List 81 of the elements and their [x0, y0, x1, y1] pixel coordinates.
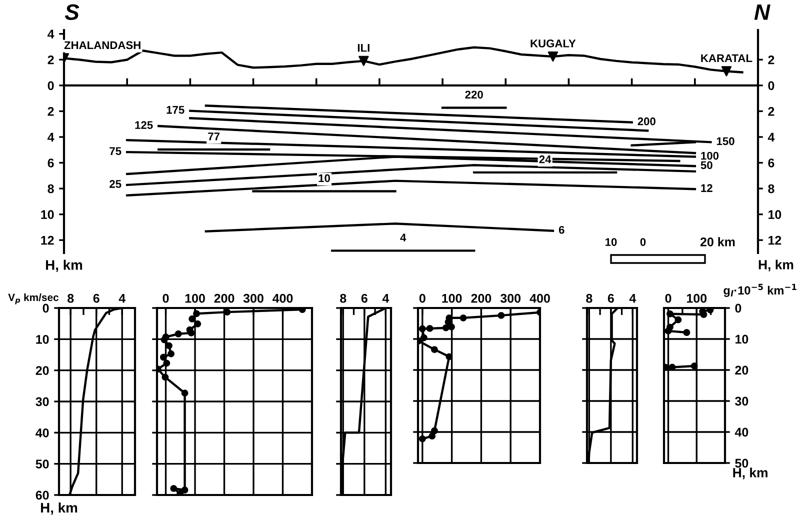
- annotation: 77: [208, 132, 220, 140]
- y2-tick-label: 2: [768, 107, 774, 116]
- y2-tick-label: 12: [768, 236, 782, 245]
- annotation: 10: [318, 174, 330, 182]
- x-tick-label: 6: [608, 294, 614, 303]
- y-tick-label: 40: [734, 428, 748, 437]
- y-tick-label: 6: [48, 158, 54, 168]
- text: S: [64, 4, 80, 20]
- y2-tick-label: 8: [768, 184, 774, 194]
- y-axis-title: H, km: [41, 502, 78, 515]
- y-tick-label: 30: [735, 396, 748, 406]
- x-axis-title: V$_{p}$ km/sec: [8, 293, 59, 304]
- text: N: [754, 4, 770, 20]
- x-tick-label: 6: [361, 294, 368, 303]
- annotation: 125: [135, 121, 153, 130]
- x-tick-label: 8: [586, 294, 592, 303]
- x-tick-label: 0: [419, 294, 426, 303]
- x-tick-label: 300: [500, 294, 521, 303]
- annotation: 0: [640, 238, 646, 246]
- x-tick-label: 100: [442, 294, 462, 303]
- x-axis-title: g$_{l}$·10$^{−5}$ km$^{−1}$: [724, 284, 796, 297]
- y2-tick-label: 2: [768, 55, 774, 64]
- annotation: ILI: [358, 44, 370, 52]
- y-tick-label: 40: [36, 428, 49, 438]
- annotation: ZHALANDASH: [64, 41, 140, 50]
- x-tick-label: 100: [686, 294, 707, 303]
- y2-tick-label: 0: [768, 81, 774, 90]
- y-tick-label: 4: [48, 132, 54, 142]
- annotation: 200: [638, 117, 656, 126]
- y-tick-label: 0: [42, 304, 49, 313]
- y-axis-title: H, km: [46, 260, 82, 272]
- y-tick-label: 2: [48, 107, 54, 116]
- annotation: KARATAL: [701, 54, 752, 62]
- x-tick-label: 0: [665, 294, 672, 303]
- annotation: 175: [166, 106, 184, 114]
- y-tick-label: 4: [48, 30, 54, 38]
- y-tick-label: 60: [36, 490, 49, 500]
- y-tick-label: 10: [736, 334, 748, 344]
- y-tick-label: 30: [36, 397, 49, 406]
- annotation: 220: [465, 90, 483, 99]
- annotation: 100: [701, 152, 719, 160]
- x-tick-label: 8: [68, 294, 74, 303]
- y2-tick-label: 4: [768, 132, 775, 142]
- annotation: KUGALY: [530, 40, 576, 48]
- annotation: 4: [400, 234, 406, 242]
- annotation: 150: [716, 137, 734, 146]
- y-tick-label: 0: [48, 81, 54, 90]
- y-tick-label: 50: [735, 458, 748, 468]
- x-tick-label: 4: [118, 294, 126, 303]
- annotation: 10: [606, 238, 617, 246]
- y-tick-label: 2: [48, 55, 54, 64]
- x-tick-label: 400: [530, 294, 550, 303]
- y2-axis-title: H, km: [758, 260, 794, 272]
- x-tick-label: 400: [272, 294, 293, 303]
- y2-tick-label: 6: [768, 158, 774, 168]
- x-tick-label: 6: [93, 294, 100, 303]
- x-tick-label: 4: [629, 294, 636, 303]
- x-tick-label: 300: [243, 294, 264, 303]
- x-tick-label: 8: [340, 294, 346, 303]
- annotation: 20 km: [700, 237, 735, 246]
- y-tick-label: 8: [48, 184, 54, 194]
- x-tick-label: 200: [214, 294, 234, 303]
- y-tick-label: 20: [735, 366, 748, 375]
- annotation: 6: [558, 226, 564, 234]
- y2-tick-label: 10: [768, 210, 782, 219]
- annotation: 24: [539, 155, 552, 164]
- annotation: 12: [701, 184, 712, 192]
- annotation: 50: [700, 161, 712, 170]
- x-tick-label: 100: [185, 294, 205, 303]
- y-tick-label: 10: [36, 334, 49, 344]
- x-tick-label: 0: [162, 294, 169, 303]
- x-tick-label: 4: [382, 294, 390, 303]
- annotation: 75: [110, 147, 122, 156]
- y-tick-label: 0: [735, 304, 742, 313]
- y-tick-label: 20: [36, 366, 49, 375]
- y-tick-label: 50: [36, 460, 49, 468]
- y2-axis-title: H, km: [733, 468, 768, 480]
- y-tick-label: 10: [41, 210, 54, 219]
- y-tick-label: 12: [41, 236, 54, 245]
- annotation: 25: [110, 180, 122, 188]
- x-tick-label: 200: [471, 294, 492, 303]
